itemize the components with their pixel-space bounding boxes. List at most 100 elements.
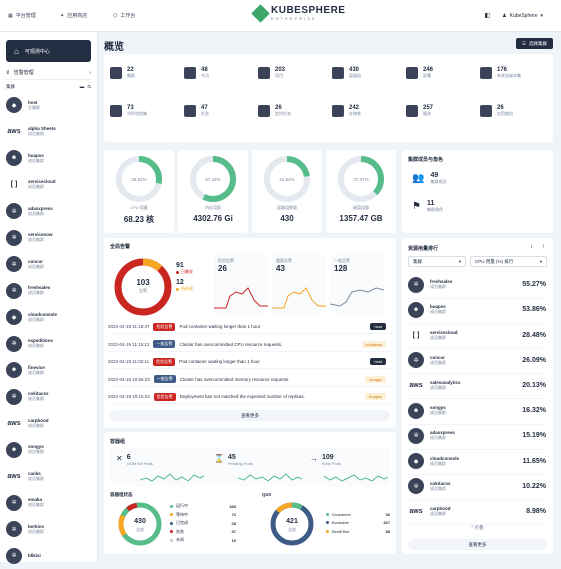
sidebar-cluster-item[interactable]: ✲ berkins 成员集群 bbox=[6, 516, 91, 543]
kubesphere-logo-icon bbox=[251, 4, 269, 22]
cluster-type: 成员集群 bbox=[28, 476, 44, 482]
alert-level-card[interactable]: 一般告警 128 bbox=[330, 254, 384, 314]
sidebar-cluster-item[interactable]: ◆ host 主集群 bbox=[6, 92, 91, 119]
usage-card[interactable]: 28.52% CPU 用量 68.23 核 bbox=[104, 150, 174, 233]
alert-level-card[interactable]: 重要告警 43 bbox=[272, 254, 326, 314]
nav-platform[interactable]: ▦平台管理 bbox=[8, 12, 36, 19]
alerts-more-button[interactable]: 查看更多 bbox=[110, 410, 390, 421]
cluster-type: 成员集群 bbox=[28, 370, 45, 376]
nav-workbench[interactable]: ⬡工作台 bbox=[113, 12, 135, 19]
resource-icon bbox=[332, 67, 344, 79]
nav-apps[interactable]: ✦应用商店 bbox=[60, 12, 87, 19]
sidebar-cluster-item[interactable]: ✲ servicenow 成员集群 bbox=[6, 225, 91, 252]
sort-down-icon[interactable]: ↓ bbox=[530, 244, 533, 250]
alert-level-card[interactable]: 危险告警 26 bbox=[214, 254, 268, 314]
user-menu[interactable]: ♟ KubeSphere ▾ bbox=[502, 13, 543, 19]
cluster-type: 成员集群 bbox=[28, 131, 56, 137]
sidebar-cluster-item[interactable]: ✲ emaka 成员集群 bbox=[6, 490, 91, 517]
sidebar-cluster-item[interactable]: ◆ cloudconsole 成员集群 bbox=[6, 304, 91, 331]
legend-item: 失败 37 bbox=[170, 528, 236, 537]
usage-card[interactable]: 37.37% 磁盘用量 1357.47 GB bbox=[326, 150, 396, 233]
sidebar-cluster-item[interactable]: [ ] servicecloud 成员集群 bbox=[6, 172, 91, 199]
alert-row[interactable]: 2022-04-19 11:02:11 危险告警 Pod container w… bbox=[108, 355, 392, 369]
sidebar-cluster-item[interactable]: ✲ adaxxpress 成员集群 bbox=[6, 198, 91, 225]
alert-row[interactable]: 2022-04-19 11:16:47 危险告警 Pod container w… bbox=[108, 320, 392, 334]
resource-icon bbox=[258, 67, 270, 79]
ranking-type-select[interactable]: 集群▾ bbox=[408, 256, 466, 267]
collapse-button[interactable]: ^ 折叠 bbox=[402, 525, 553, 531]
resource-icon bbox=[480, 105, 492, 117]
resource-ranking-card: 资源用量排行 ↓ ↑ 集群▾ CPU 用量 (%) 排行▾ ✲ freshsal… bbox=[402, 238, 553, 554]
sidebar-cluster-item[interactable]: ☻ buapss 成员集群 bbox=[6, 145, 91, 172]
logo[interactable]: KUBESPHERE ENTERPRISE bbox=[254, 6, 345, 21]
resource-icon bbox=[406, 67, 418, 79]
sidebar-cluster-item[interactable]: aws alpha Sheets 成员集群 bbox=[6, 119, 91, 146]
sidebar-cluster-item[interactable]: ☻ finevice 成员集群 bbox=[6, 357, 91, 384]
sidebar-cluster-item[interactable]: aws carpbood 成员集群 bbox=[6, 410, 91, 437]
cluster-chip[interactable]: host bbox=[370, 323, 386, 330]
alerts-total: 103 bbox=[112, 278, 174, 287]
usage-card[interactable]: 57.42% 内存用量 4302.76 Gi bbox=[178, 150, 248, 233]
alert-row[interactable]: 2022-04-19 10:56:23 一般告警 Cluster has ove… bbox=[108, 373, 392, 387]
kubernetes-icon: ✲ bbox=[6, 521, 22, 537]
filter-icon[interactable]: ⇆ bbox=[87, 84, 91, 90]
ranking-percent: 16.32% bbox=[522, 407, 546, 414]
sort-up-icon[interactable]: ↑ bbox=[542, 244, 545, 250]
alert-row[interactable]: 2022-04-19 11:15:12 一般告警 Cluster has ove… bbox=[108, 338, 392, 352]
sidebar-cluster-item[interactable]: ✲ blikisi bbox=[6, 543, 91, 569]
oom-sparkline bbox=[140, 468, 204, 484]
sidebar-cluster-item[interactable]: ✲ cokitacss 成员集群 bbox=[6, 384, 91, 411]
cluster-type: 成员集群 bbox=[28, 264, 44, 270]
alert-row[interactable]: 2022-04-19 10:15:22 危险告警 Deployment has … bbox=[108, 390, 392, 404]
select-cluster-button[interactable]: ☰选择集群 bbox=[516, 38, 553, 49]
legend-dot-icon bbox=[170, 513, 173, 516]
ranking-percent: 11.65% bbox=[523, 458, 546, 465]
sidebar-cluster-item[interactable]: ✲ expeditions 成员集群 bbox=[6, 331, 91, 358]
sidebar-cluster-item[interactable]: ☻ songys 成员集群 bbox=[6, 437, 91, 464]
resource-icon bbox=[110, 105, 122, 117]
sidebar-item-alerts[interactable]: ⊻告警管理 › bbox=[6, 66, 91, 80]
kubernetes-icon: ✲ bbox=[408, 428, 424, 444]
toggle-icon[interactable]: ◧ bbox=[485, 12, 491, 19]
ranking-metric-select[interactable]: CPU 用量 (%) 排行▾ bbox=[470, 256, 547, 267]
cluster-chip[interactable]: buapss bbox=[365, 393, 386, 400]
sidebar-cluster-item[interactable]: aws canks 成员集群 bbox=[6, 463, 91, 490]
ranking-more-button[interactable]: 查看更多 bbox=[408, 539, 547, 550]
cluster-chip[interactable]: cokitacss bbox=[362, 341, 386, 348]
alert-level-tag: 一般告警 bbox=[153, 340, 175, 348]
cluster-chip[interactable]: host bbox=[370, 358, 386, 365]
sidebar-cluster-item[interactable]: ✲ freshsales 成员集群 bbox=[6, 278, 91, 305]
usage-card[interactable]: 22.84% 容器组数量 430 bbox=[252, 150, 322, 233]
cluster-chip[interactable]: songys bbox=[365, 376, 386, 383]
cluster-type: 成员集群 bbox=[28, 502, 44, 508]
ranking-percent: 8.98% bbox=[526, 508, 546, 515]
legend-item: 未知 10 bbox=[170, 536, 236, 545]
list-view-icon[interactable]: ▬ bbox=[80, 84, 85, 90]
sidebar-cluster-item[interactable]: ✲ concur 成员集群 bbox=[6, 251, 91, 278]
members-title: 集群成员与角色 bbox=[408, 156, 443, 163]
